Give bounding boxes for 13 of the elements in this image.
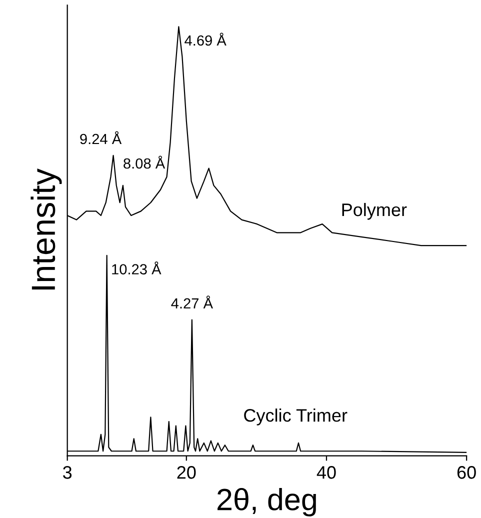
- series-label: Cyclic Trimer: [244, 408, 348, 426]
- annotation: 9.24 Å: [80, 131, 122, 144]
- annotation: 8.08 Å: [124, 156, 166, 169]
- annotation: 4.27 Å: [171, 296, 213, 308]
- annotation: 10.23 Å: [112, 262, 162, 274]
- x-tick-label: 60: [457, 466, 476, 479]
- x-tick-label: 40: [316, 466, 336, 479]
- x-tick-label: 3: [63, 466, 72, 479]
- annotation: 4.69 Å: [184, 32, 226, 46]
- y-axis-title: Intensity: [30, 168, 62, 290]
- x-tick-label: 20: [177, 466, 196, 479]
- series-label: Polymer: [342, 202, 407, 220]
- x-axis-title: 2θ, deg: [218, 488, 316, 516]
